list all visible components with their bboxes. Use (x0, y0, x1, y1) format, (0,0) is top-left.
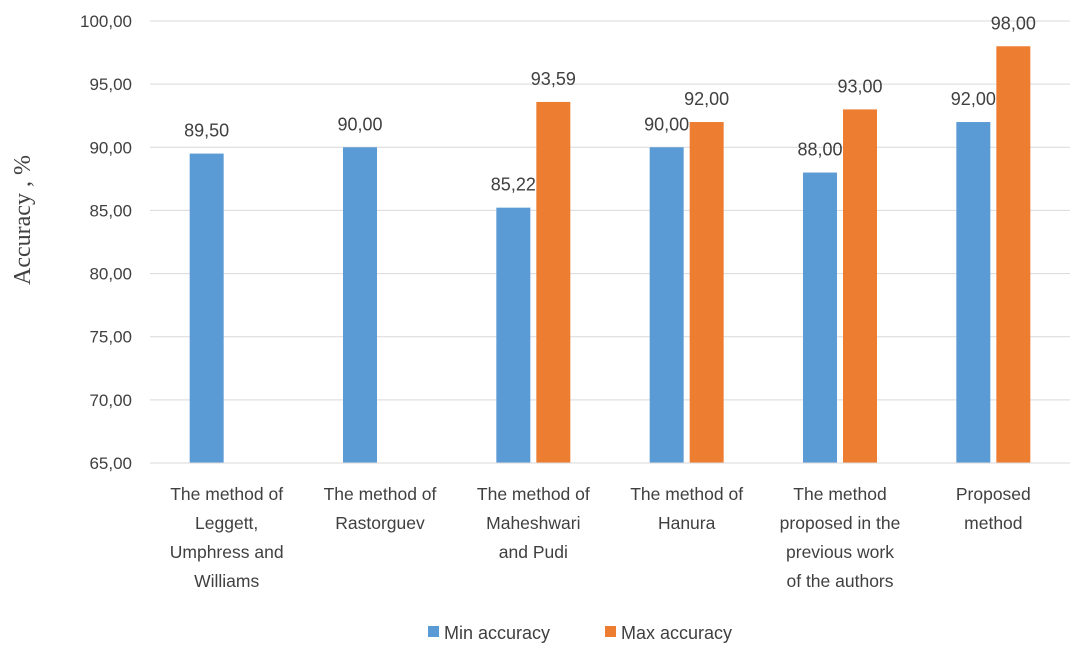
y-axis-ticks: 65,00 70,00 75,00 80,00 85,00 90,00 95,00 100,0… (80, 12, 132, 473)
category-label: The method of Rastorguev (324, 484, 437, 533)
legend-swatch-min (428, 626, 439, 637)
legend: Min accuracy Max accuracy (428, 623, 732, 643)
bar-min-accuracy (189, 153, 224, 463)
bar-min-accuracy (803, 172, 837, 464)
gridlines (150, 20, 1070, 401)
data-label-max: 92,00 (684, 89, 729, 109)
data-label-min: 85,22 (491, 175, 536, 195)
x-axis-categories: The method of Leggett, Umphress and William… (170, 484, 1031, 591)
bar-max-accuracy (536, 101, 571, 463)
category-label: Proposed method (956, 484, 1031, 533)
bar-max-accuracy (689, 122, 724, 464)
bar-max-accuracy (996, 46, 1031, 463)
bar-min-accuracy (956, 122, 991, 464)
data-label-max: 93,00 (837, 76, 882, 96)
y-tick-label: 70,00 (89, 391, 132, 410)
data-label-min: 88,00 (797, 140, 842, 160)
data-labels: 89,50 90,00 85,22 93,59 90,00 92,00 88,00 93,00… (184, 13, 1036, 194)
y-tick-label: 90,00 (89, 138, 132, 157)
y-tick-label: 65,00 (89, 454, 132, 473)
y-axis-label: Accuracy , % (10, 155, 36, 285)
bar-min-accuracy (496, 207, 531, 463)
legend-label-min: Min accuracy (444, 623, 550, 643)
category-label: The method of Maheshwari and Pudi (477, 484, 590, 562)
bar-min-accuracy (649, 147, 684, 464)
category-label: The method proposed in the previous work of… (780, 484, 901, 591)
data-label-max: 98,00 (991, 13, 1036, 33)
data-label-min: 92,00 (951, 89, 996, 109)
data-label-min: 90,00 (337, 114, 382, 134)
legend-label-max: Max accuracy (621, 623, 732, 643)
y-tick-label: 95,00 (89, 75, 132, 94)
bar-min-accuracy (343, 147, 377, 464)
data-label-min: 89,50 (184, 121, 229, 141)
y-tick-label: 100,00 (80, 12, 132, 31)
bars (189, 46, 1031, 464)
y-tick-label: 85,00 (89, 201, 132, 220)
y-tick-label: 80,00 (89, 265, 132, 284)
data-label-max: 93,59 (531, 69, 576, 89)
data-label-min: 90,00 (644, 114, 689, 134)
bar-max-accuracy (843, 109, 877, 464)
y-tick-label: 75,00 (89, 328, 132, 347)
category-label: The method of Leggett, Umphress and William… (170, 484, 284, 591)
category-label: The method of Hanura (630, 484, 743, 533)
legend-swatch-max (605, 626, 616, 637)
